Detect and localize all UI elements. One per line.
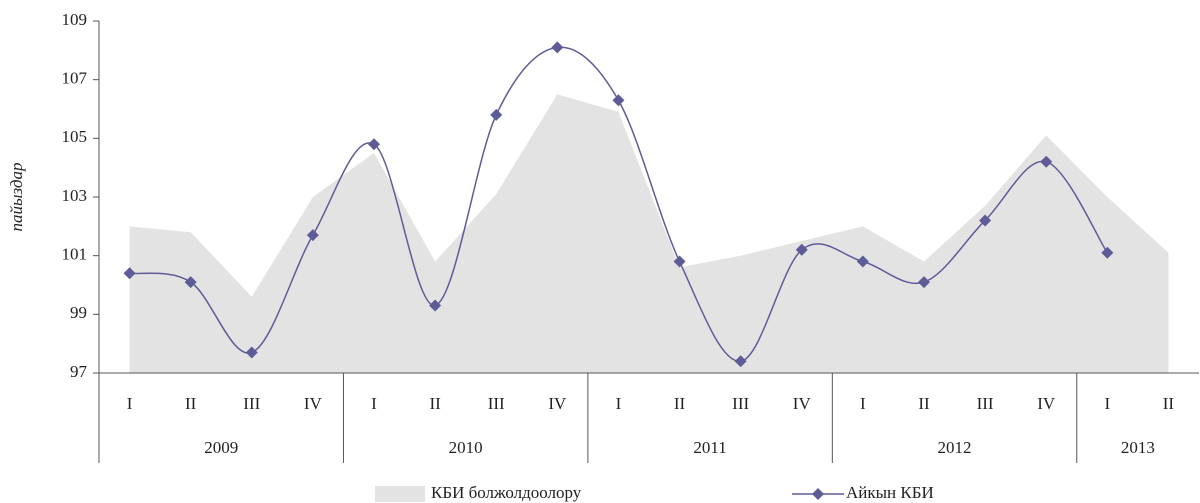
year-label: 2009 (204, 438, 238, 457)
marker (979, 214, 992, 227)
x-tick-label: II (185, 394, 197, 413)
x-tick-label: I (371, 394, 377, 413)
legend-label: Айкын КБИ (846, 483, 934, 502)
x-tick-label: II (429, 394, 441, 413)
year-label: 2010 (449, 438, 483, 457)
marker (490, 108, 503, 121)
marker (429, 299, 442, 312)
marker (123, 267, 136, 280)
y-axis-label: пайыздар (7, 162, 26, 231)
y-tick-label: 107 (62, 69, 88, 88)
marker (368, 138, 380, 151)
y-tick-label: 97 (70, 362, 88, 381)
x-tick-label: I (616, 394, 622, 413)
marker (1101, 246, 1114, 259)
y-tick-label: 103 (62, 186, 88, 205)
x-tick-label: I (127, 394, 133, 413)
year-label: 2013 (1121, 438, 1155, 457)
x-tick-label: IV (548, 394, 567, 413)
marker (734, 355, 747, 368)
year-label: 2012 (938, 438, 972, 457)
x-tick-label: I (860, 394, 866, 413)
x-tick-label: IV (304, 394, 323, 413)
legend-swatch (375, 486, 425, 502)
marker (184, 276, 197, 289)
x-tick-label: III (977, 394, 994, 413)
marker (551, 41, 564, 54)
x-tick-label: II (674, 394, 686, 413)
x-tick-label: IV (1037, 394, 1056, 413)
marker (245, 346, 258, 359)
x-tick-label: II (918, 394, 930, 413)
marker (856, 255, 869, 268)
y-tick-label: 101 (62, 245, 88, 264)
x-tick-label: I (1104, 394, 1110, 413)
marker (673, 255, 686, 268)
y-tick-label: 105 (62, 127, 88, 146)
marker (918, 276, 930, 289)
area (129, 94, 1169, 373)
y-tick-label: 99 (70, 303, 87, 322)
marker (1040, 155, 1053, 168)
legend-marker (812, 488, 824, 500)
year-label: 2011 (693, 438, 726, 457)
x-tick-label: III (243, 394, 260, 413)
x-tick-label: II (1163, 394, 1175, 413)
legend-label: КБИ болжолдоолору (431, 483, 582, 502)
y-tick-label: 109 (62, 10, 88, 29)
x-tick-label: IV (793, 394, 812, 413)
marker (795, 243, 808, 256)
x-tick-label: III (732, 394, 749, 413)
x-tick-label: III (488, 394, 505, 413)
marker (612, 94, 625, 107)
marker (306, 229, 319, 242)
